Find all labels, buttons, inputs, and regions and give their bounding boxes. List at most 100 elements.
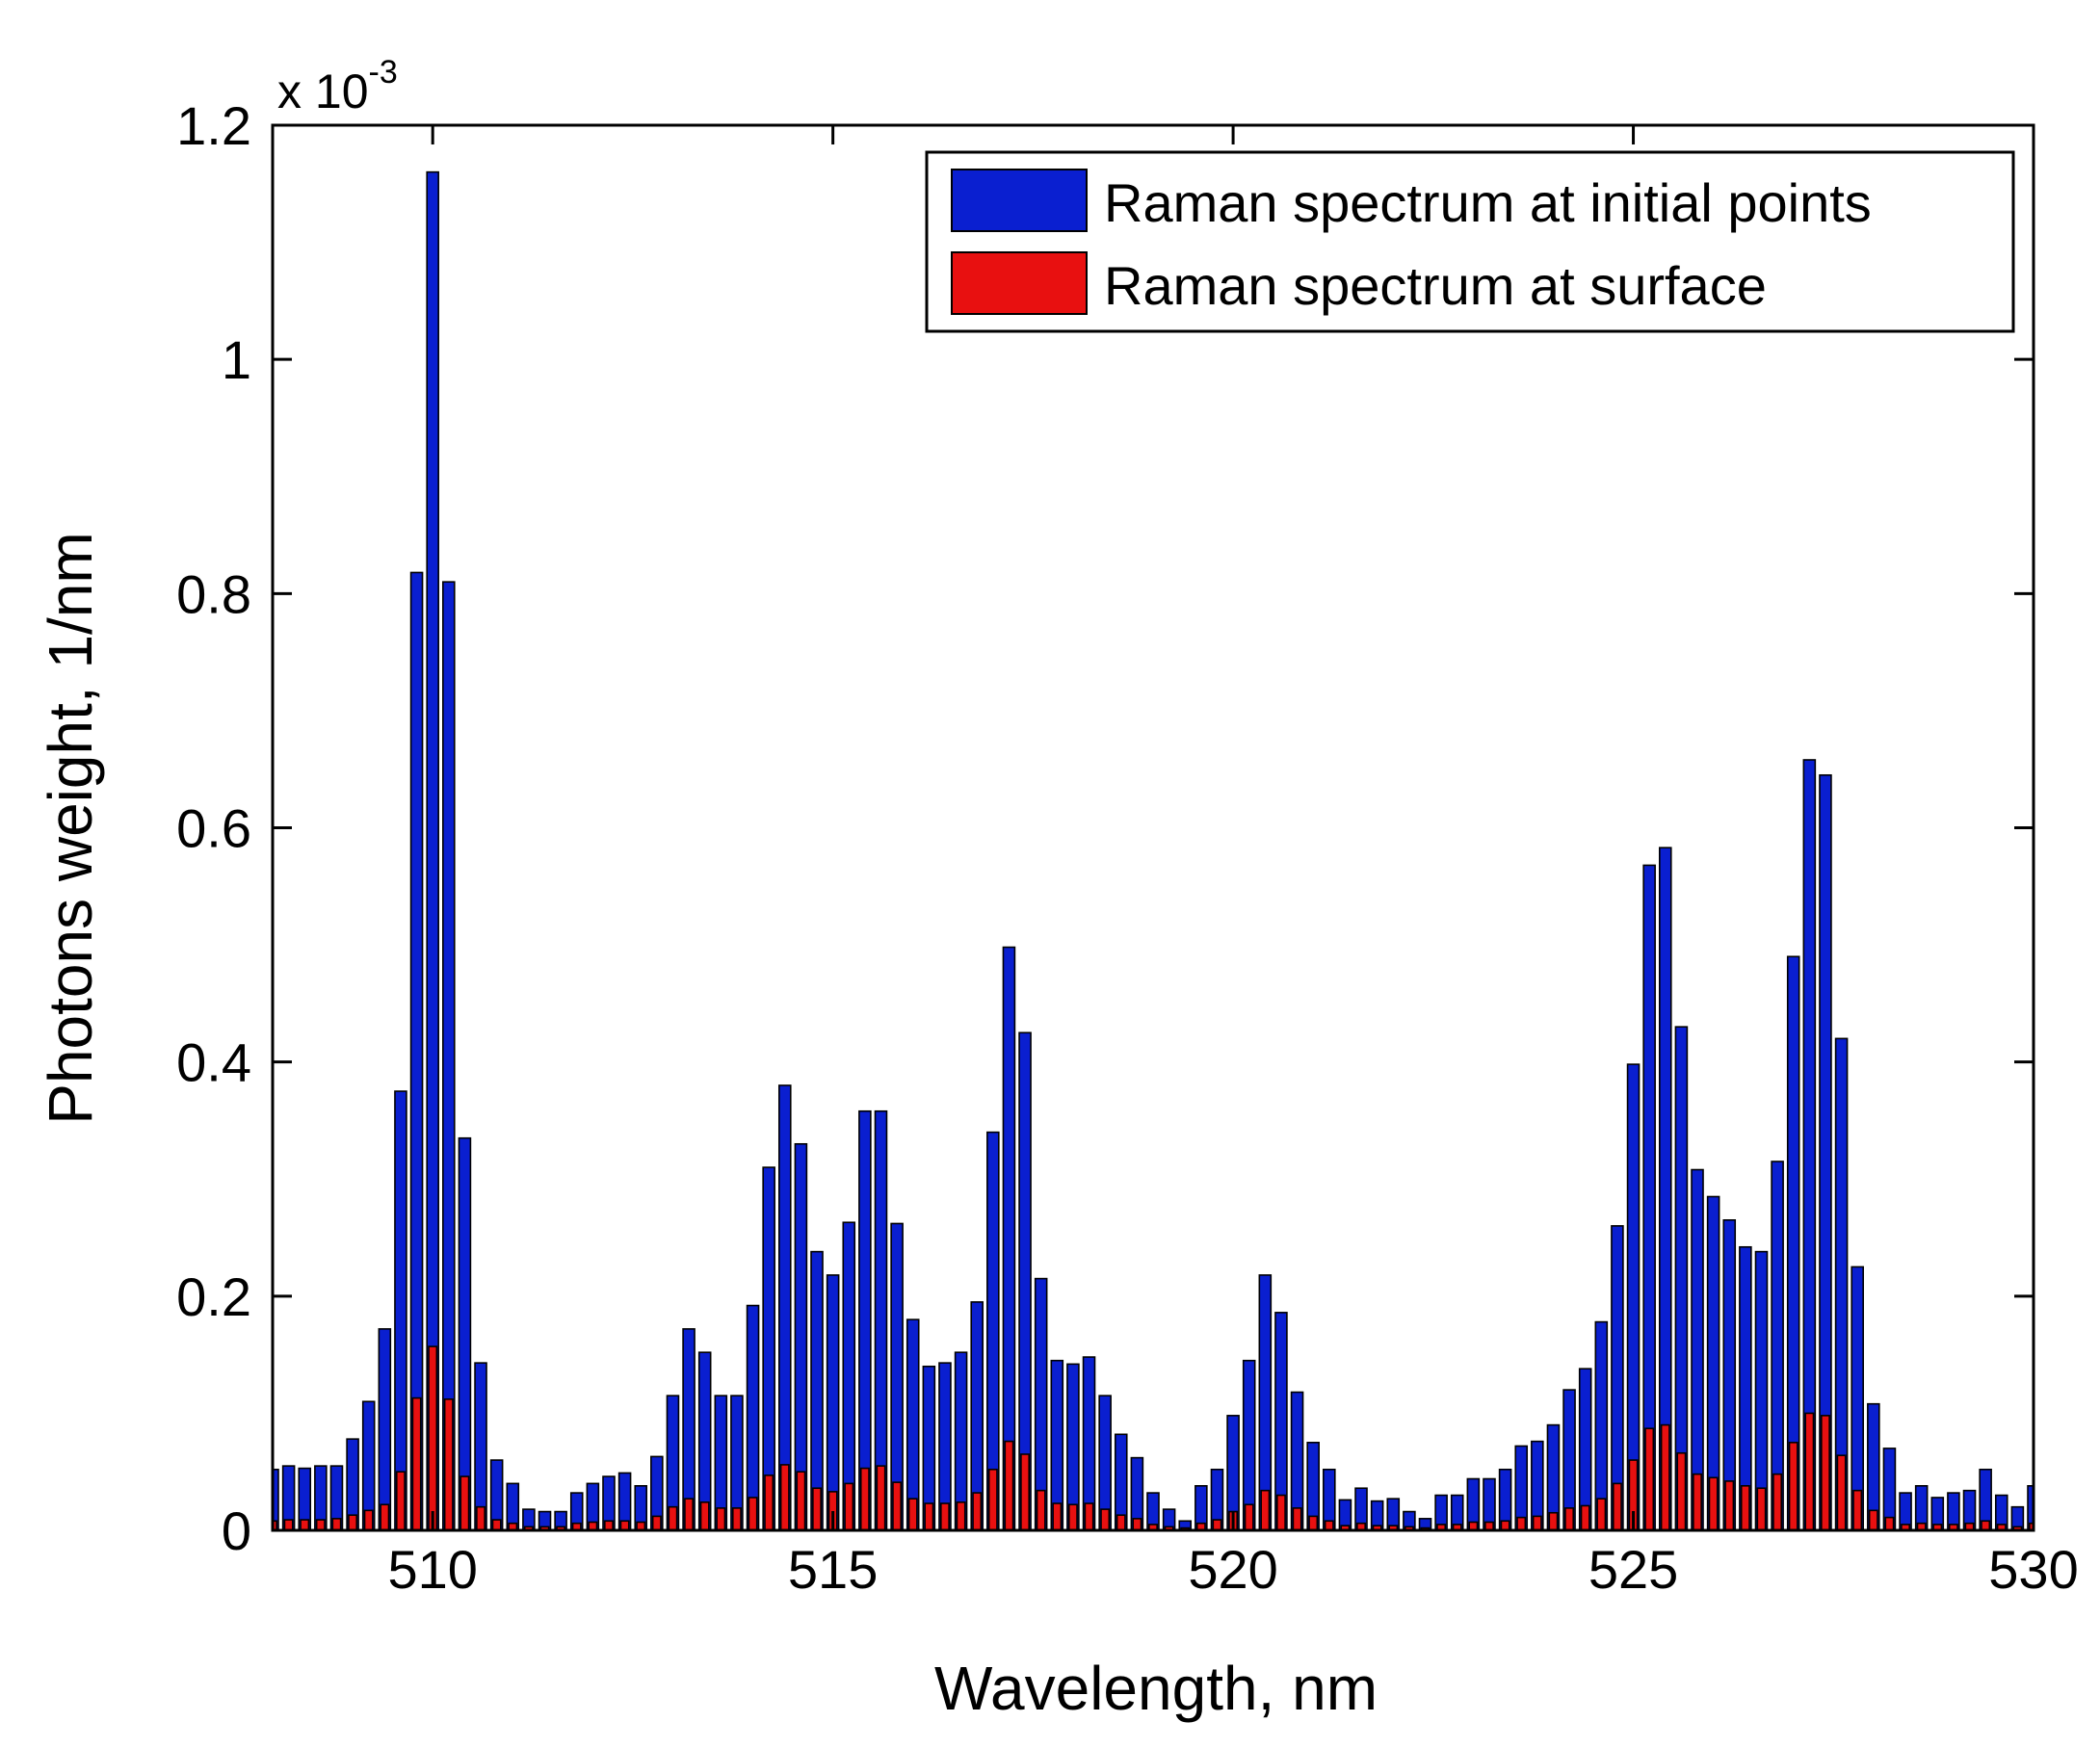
bar — [651, 1515, 662, 1531]
bar — [1676, 1451, 1687, 1531]
y-multiplier-base: x 10 — [277, 65, 369, 118]
y-tick-label: 0.8 — [176, 563, 251, 624]
bar — [876, 1465, 886, 1531]
bar — [972, 1492, 983, 1531]
bar — [777, 1084, 792, 1531]
y-tick-label: 0.4 — [176, 1032, 251, 1093]
bar — [1020, 1453, 1031, 1531]
y-multiplier-exponent: -3 — [369, 54, 398, 91]
bar — [1644, 1427, 1655, 1531]
bar — [1693, 1473, 1702, 1531]
legend-swatch-surface — [951, 251, 1088, 315]
bar — [684, 1498, 695, 1531]
bar — [394, 1090, 407, 1531]
x-axis-label: Wavelength, nm — [934, 1654, 1378, 1723]
legend: Raman spectrum at initial points Raman s… — [925, 150, 2015, 333]
bar — [987, 1468, 998, 1531]
y-tick-label: 0.6 — [176, 798, 251, 859]
bar — [748, 1497, 758, 1531]
legend-swatch-initial — [951, 169, 1088, 232]
bar — [428, 1345, 438, 1531]
bar — [1740, 1485, 1750, 1531]
bar — [474, 1362, 487, 1531]
ticks-layer: 510 515 520 525 530 0 0.2 0.4 0.6 0.8 1 1.2 — [176, 95, 2079, 1600]
legend-label-surface: Raman spectrum at surface — [1104, 255, 1767, 316]
bar — [1308, 1515, 1319, 1531]
legend-box — [925, 150, 2015, 333]
bar — [779, 1464, 790, 1531]
bar — [1100, 1508, 1111, 1531]
bar — [1756, 1487, 1767, 1531]
bar — [1084, 1502, 1094, 1531]
y-tick-label: 0 — [222, 1500, 251, 1561]
bar — [731, 1507, 742, 1531]
bar — [348, 1514, 358, 1531]
bar — [395, 1471, 406, 1531]
x-tick-label: 510 — [387, 1539, 477, 1600]
bar — [1821, 1415, 1830, 1531]
bar — [1660, 1423, 1670, 1531]
bar — [796, 1471, 806, 1531]
bar — [1036, 1489, 1046, 1531]
bar — [1244, 1503, 1254, 1531]
bar — [956, 1501, 966, 1531]
bar — [1708, 1476, 1719, 1531]
bar — [924, 1502, 934, 1531]
bar — [426, 170, 439, 1531]
bar — [458, 1136, 472, 1531]
bar — [1260, 1489, 1271, 1531]
bar — [699, 1501, 710, 1531]
bar — [1868, 1509, 1878, 1531]
y-tick-label: 0.2 — [176, 1266, 251, 1327]
bar — [315, 1519, 326, 1531]
bar — [476, 1505, 486, 1531]
bar — [1724, 1480, 1735, 1531]
bar — [491, 1519, 502, 1531]
bar — [409, 571, 424, 1531]
bar — [1052, 1502, 1063, 1531]
bar — [1212, 1519, 1222, 1531]
bar — [1596, 1498, 1607, 1531]
bar — [892, 1481, 903, 1531]
bar — [1580, 1504, 1590, 1531]
bar — [1275, 1494, 1286, 1531]
bar — [1548, 1511, 1559, 1531]
bar — [1804, 1412, 1815, 1531]
bar — [363, 1509, 374, 1531]
bar — [764, 1474, 774, 1531]
bar — [746, 1304, 760, 1531]
legend-label-initial: Raman spectrum at initial points — [1104, 172, 1872, 233]
bar — [1772, 1473, 1783, 1531]
bar — [1004, 1440, 1014, 1531]
bar — [940, 1502, 950, 1531]
bar — [378, 1328, 392, 1531]
bar — [283, 1519, 294, 1531]
bar — [716, 1507, 726, 1531]
bar — [1532, 1515, 1542, 1531]
x-tick-label: 515 — [788, 1539, 878, 1600]
bars-layer — [272, 170, 2034, 1531]
bar — [859, 1467, 870, 1531]
bar — [411, 1396, 422, 1531]
bar — [1067, 1503, 1078, 1531]
bar — [1292, 1507, 1302, 1531]
bar — [844, 1482, 854, 1531]
bar — [1788, 1442, 1798, 1531]
x-tick-label: 525 — [1588, 1539, 1678, 1600]
y-tick-label: 1.2 — [176, 95, 251, 156]
y-multiplier: x 10-3 — [277, 54, 398, 118]
bar — [1516, 1516, 1527, 1531]
bar — [1836, 1454, 1847, 1531]
bar — [858, 1109, 872, 1531]
y-axis-label: Photons weight, 1/nm — [36, 532, 105, 1124]
x-tick-label: 520 — [1188, 1539, 1277, 1600]
bar — [442, 581, 456, 1531]
series-0-bars — [272, 170, 2034, 1531]
bar — [443, 1398, 454, 1531]
bar — [907, 1498, 918, 1531]
bar — [331, 1518, 342, 1531]
bar — [1852, 1489, 1863, 1531]
x-tick-label: 530 — [1988, 1539, 2078, 1600]
bar — [1884, 1516, 1895, 1531]
